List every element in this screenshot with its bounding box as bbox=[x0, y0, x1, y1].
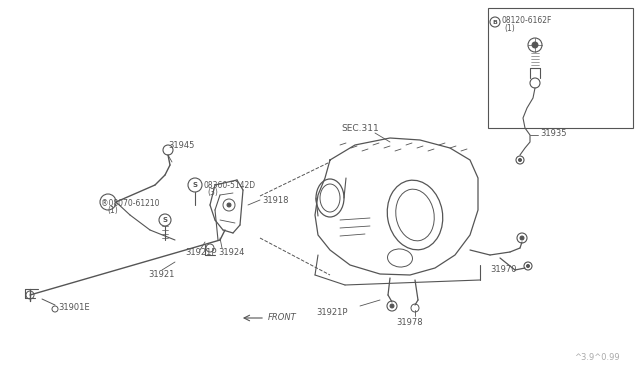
Text: 31901E: 31901E bbox=[58, 303, 90, 312]
Text: FRONT: FRONT bbox=[268, 313, 297, 322]
Text: ®08070-61210: ®08070-61210 bbox=[101, 199, 159, 208]
Text: SEC.311: SEC.311 bbox=[341, 124, 379, 133]
Text: (1): (1) bbox=[107, 206, 118, 215]
Text: 31978: 31978 bbox=[397, 318, 423, 327]
Circle shape bbox=[527, 264, 529, 267]
Text: 31924: 31924 bbox=[218, 248, 244, 257]
Text: 08360-5142D: 08360-5142D bbox=[204, 181, 256, 190]
Text: (3): (3) bbox=[207, 188, 218, 197]
Text: 31970: 31970 bbox=[490, 266, 516, 275]
Text: 31921P: 31921P bbox=[317, 308, 348, 317]
Bar bbox=[488, 8, 633, 128]
Circle shape bbox=[520, 236, 524, 240]
Text: ^3.9^0.99: ^3.9^0.99 bbox=[574, 353, 620, 362]
Circle shape bbox=[390, 304, 394, 308]
Text: S: S bbox=[163, 217, 168, 223]
Text: 31921P: 31921P bbox=[185, 248, 216, 257]
Text: B: B bbox=[493, 19, 497, 25]
Text: 31945: 31945 bbox=[168, 141, 195, 150]
Circle shape bbox=[532, 42, 538, 48]
Circle shape bbox=[227, 203, 231, 207]
Text: 31935: 31935 bbox=[540, 128, 566, 138]
Text: 31921: 31921 bbox=[148, 270, 174, 279]
Text: 31918: 31918 bbox=[262, 196, 289, 205]
Text: 08120-6162F: 08120-6162F bbox=[502, 16, 552, 25]
Text: S: S bbox=[193, 182, 198, 188]
Text: (1): (1) bbox=[504, 24, 515, 33]
Circle shape bbox=[518, 158, 522, 161]
